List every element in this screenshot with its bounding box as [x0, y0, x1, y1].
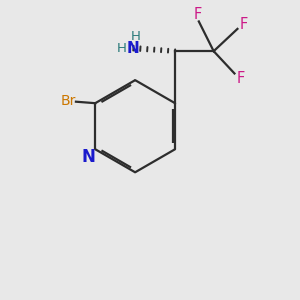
Text: Br: Br [61, 94, 76, 108]
Text: F: F [237, 71, 245, 86]
Text: F: F [193, 8, 202, 22]
Text: F: F [240, 17, 248, 32]
Text: H: H [131, 30, 141, 44]
Text: N: N [82, 148, 96, 166]
Text: H: H [117, 42, 127, 55]
Text: N: N [127, 41, 140, 56]
